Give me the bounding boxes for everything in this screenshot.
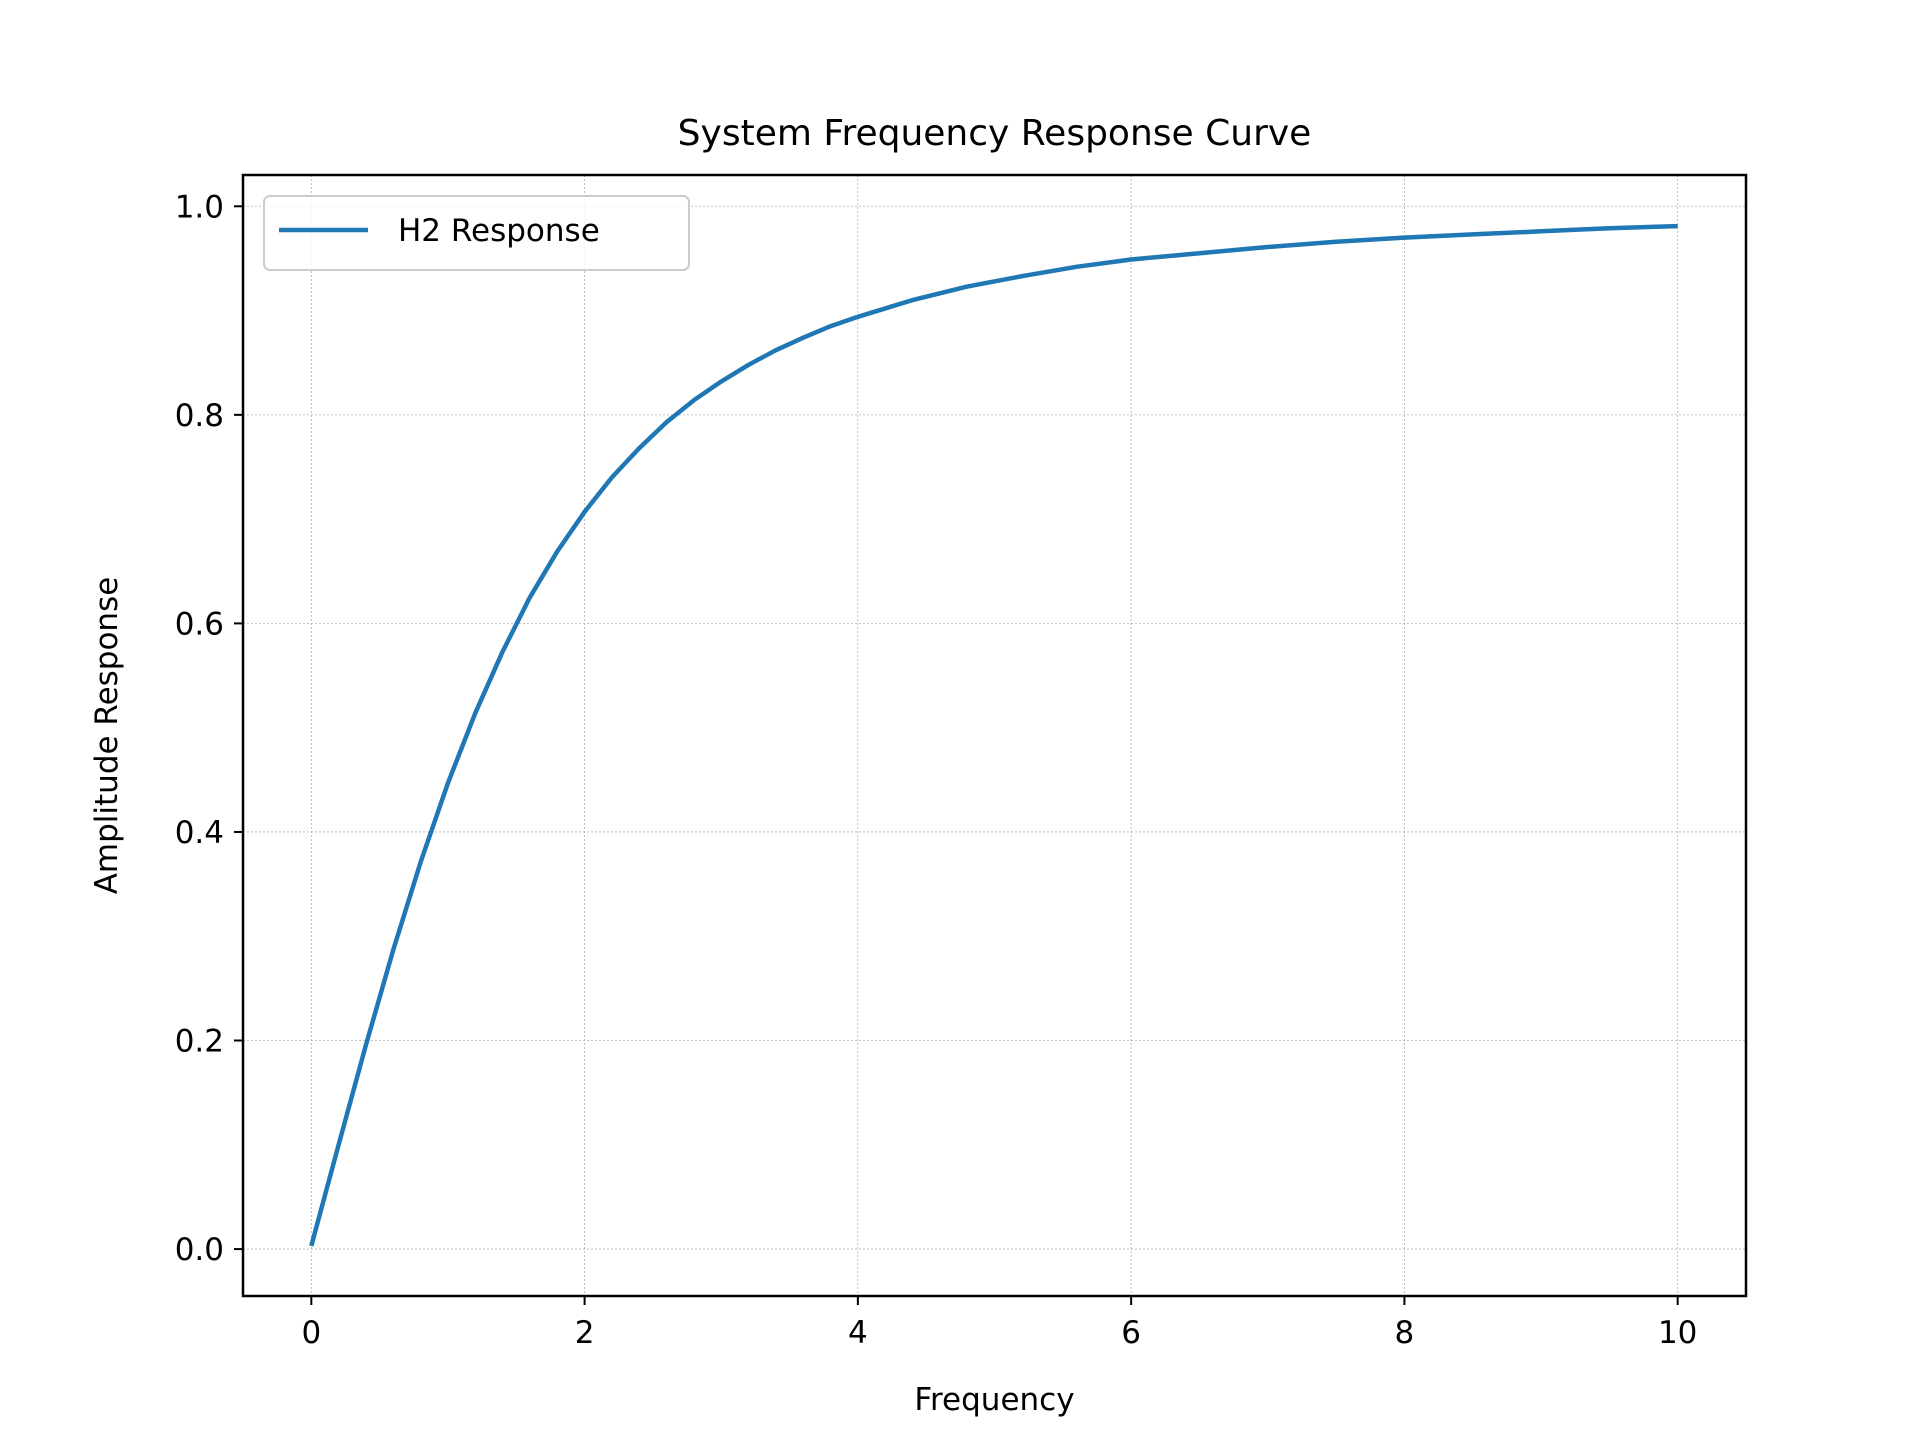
y-tick-label: 0.4	[175, 815, 224, 851]
legend: H2 Response	[263, 195, 690, 271]
x-axis-label: Frequency	[914, 1382, 1074, 1418]
legend-box	[263, 195, 690, 271]
axis-ticks: 0 2 4 6 8 10 0.0 0.2 0.4 0.6 0.8 1.0	[175, 189, 1698, 1351]
y-axis-label: Amplitude Response	[89, 577, 125, 895]
grid-lines	[243, 175, 1746, 1296]
x-tick-label: 10	[1658, 1315, 1697, 1351]
y-tick-label: 0.6	[175, 606, 224, 642]
y-tick-label: 0.2	[175, 1024, 224, 1060]
legend-label: H2 Response	[398, 213, 600, 249]
series-line-0	[309, 223, 1678, 1247]
plot-frame	[241, 173, 1748, 1298]
x-tick-label: 4	[848, 1315, 868, 1351]
chart-title: System Frequency Response Curve	[678, 113, 1312, 154]
x-tick-label: 8	[1395, 1315, 1415, 1351]
y-tick-label: 1.0	[175, 189, 224, 225]
x-tick-label: 6	[1121, 1315, 1141, 1351]
series-layer	[309, 223, 1678, 1247]
x-tick-label: 2	[575, 1315, 595, 1351]
y-tick-label: 0.0	[175, 1232, 224, 1268]
x-tick-label: 0	[301, 1315, 321, 1351]
y-tick-label: 0.8	[175, 398, 224, 434]
